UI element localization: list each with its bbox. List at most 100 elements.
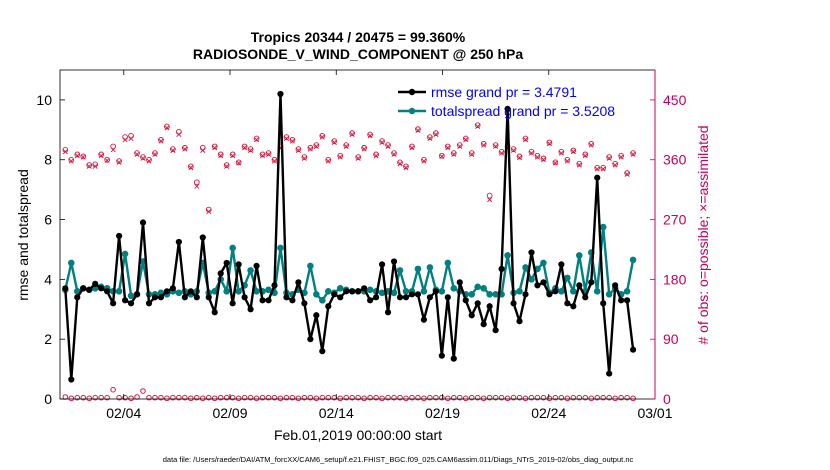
obs-bottom-point [140, 388, 146, 394]
obs-assimilated-point [319, 134, 325, 140]
obs-possible-point [409, 143, 415, 150]
obs-assimilated-stroke [182, 146, 188, 152]
rmse-point [80, 285, 87, 292]
totalspread-point [247, 267, 254, 274]
obs-assimilated-point [242, 145, 248, 151]
obs-bottom-point [116, 394, 122, 401]
rmse-point [582, 294, 589, 301]
rmse-point [295, 279, 302, 286]
obs-assimilated-stroke [134, 151, 140, 157]
obs-assimilated-stroke [176, 131, 182, 137]
obs-possible-point [104, 156, 110, 163]
totalspread-point [516, 288, 523, 295]
rmse-point [223, 259, 230, 267]
obs-bottom-point [337, 395, 344, 402]
obs-assimilated-point [194, 183, 200, 189]
obs-assimilated-stroke [367, 133, 373, 139]
obs-assimilated-stroke [104, 157, 110, 163]
obs-assimilated-stroke [98, 153, 104, 159]
rmse-point [516, 318, 523, 325]
obs-assimilated-point [254, 137, 260, 143]
obs-assimilated-stroke [493, 143, 499, 149]
obs-assimilated-point [475, 123, 481, 130]
rmse-point [247, 306, 254, 313]
obs-bottom-point [582, 394, 589, 401]
obs-assimilated-stroke [212, 145, 218, 151]
obs-assimilated-stroke [630, 151, 636, 157]
obs-bottom-point [259, 394, 266, 401]
obs-possible-point [74, 151, 81, 158]
obs-possible-point [247, 146, 254, 152]
obs-bottom-point [606, 394, 612, 401]
obs-bottom-point [98, 394, 104, 401]
x-tick-label: 02/24 [531, 405, 566, 421]
obs-possible-point [564, 156, 571, 163]
obs-assimilated-point [451, 151, 457, 157]
obs-assimilated-point [74, 153, 80, 159]
rmse-point [480, 321, 487, 328]
rmse-point [390, 258, 398, 265]
obs-possible-point [528, 148, 535, 155]
rmse-point [414, 291, 422, 298]
obs-bottom-point [74, 394, 81, 401]
obs-assimilated-stroke [445, 145, 451, 151]
obs-assimilated-point [517, 155, 523, 161]
obs-assimilated-stroke [236, 160, 242, 166]
obs-assimilated-stroke [373, 153, 379, 159]
obs-possible-point [307, 144, 314, 151]
rmse-point [319, 348, 326, 355]
obs-assimilated-stroke [289, 138, 295, 144]
obs-bottom-point [104, 394, 110, 401]
obs-possible-point [480, 140, 487, 147]
obs-assimilated-point [630, 151, 636, 157]
obs-possible-point [450, 150, 457, 156]
rmse-point [211, 309, 218, 316]
obs-bottom-point [433, 394, 439, 401]
rmse-point [68, 376, 75, 383]
totalspread-point [396, 267, 404, 274]
obs-assimilated-point [445, 145, 451, 151]
obs-assimilated-point [415, 127, 421, 134]
obs-assimilated-point [606, 155, 612, 161]
x-tick-label: 02/19 [425, 405, 460, 421]
obs-possible-point [140, 154, 146, 160]
rmse-point [283, 294, 290, 301]
obs-possible-point [468, 150, 475, 156]
obs-assimilated-point [409, 145, 415, 151]
totalspread-point [211, 288, 219, 295]
obs-bottom-point [217, 394, 224, 401]
obs-assimilated-stroke [206, 209, 212, 215]
y-left-tick-label: 10 [36, 92, 52, 108]
rmse-point [307, 336, 314, 343]
obs-possible-point [552, 159, 559, 166]
obs-bottom-point [600, 394, 607, 401]
obs-possible-point [522, 135, 529, 142]
obs-assimilated-stroke [164, 125, 170, 131]
obs-assimilated-point [528, 150, 535, 156]
obs-possible-point [289, 136, 296, 143]
obs-assimilated-point [140, 155, 146, 161]
obs-possible-point [211, 143, 218, 150]
rmse-series [62, 90, 637, 383]
x-tick-label: 02/04 [106, 405, 141, 421]
obs-assimilated-stroke [517, 155, 523, 161]
obs-assimilated-point [457, 143, 463, 149]
rmse-point [349, 288, 356, 295]
obs-assimilated-point [349, 131, 355, 137]
totalspread-point [229, 244, 236, 252]
obs-assimilated-point [325, 158, 331, 164]
rmse-point [396, 294, 404, 301]
totalspread-point [450, 285, 458, 292]
obs-possible-point [193, 179, 200, 186]
obs-possible-point [444, 143, 451, 150]
obs-bottom-point [235, 395, 242, 402]
rmse-point [420, 316, 428, 323]
totalspread-point [522, 264, 529, 271]
rmse-point [576, 282, 583, 289]
obs-possible-point [474, 122, 481, 129]
obs-assimilated-stroke [463, 137, 469, 143]
obs-possible-point [158, 136, 164, 143]
totalspread-point [390, 289, 398, 297]
obs-bottom-point [199, 395, 206, 402]
y-axis-left-label: rmse and totalspread [15, 169, 31, 301]
